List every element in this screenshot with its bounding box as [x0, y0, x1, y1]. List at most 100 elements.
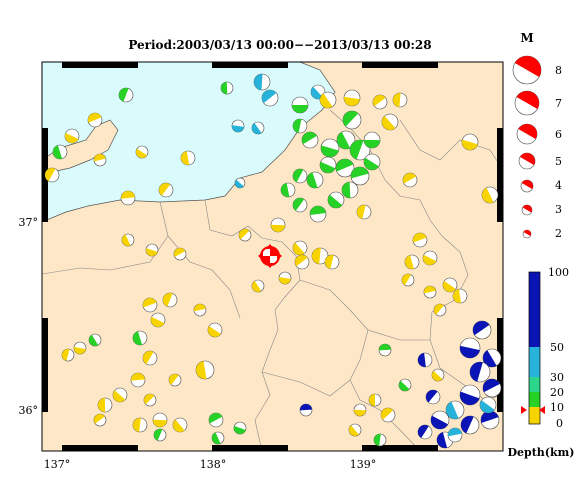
- event-beachball: [93, 153, 107, 167]
- event-beachball: [233, 421, 247, 435]
- event-beachball: [180, 150, 196, 166]
- event-beachball: [417, 352, 433, 368]
- lat-label-37: 37°: [19, 216, 39, 229]
- depth-bar-frame: [528, 271, 541, 425]
- event-beachball: [459, 384, 481, 406]
- event-beachball: [73, 341, 87, 355]
- event-beachball: [301, 131, 319, 149]
- event-beachball: [469, 361, 491, 383]
- event-beachball: [93, 413, 107, 427]
- event-beachball: [270, 217, 286, 233]
- mag-label-6: 6: [555, 128, 562, 141]
- mag-label-2: 2: [555, 227, 562, 240]
- event-beachball: [152, 412, 168, 428]
- event-beachball: [280, 182, 296, 198]
- event-beachball: [479, 396, 497, 414]
- event-beachball: [327, 191, 345, 209]
- event-beachball: [320, 138, 340, 158]
- magnitude-legend-header: M: [520, 31, 533, 45]
- event-beachball: [343, 89, 361, 107]
- event-beachball: [150, 312, 166, 328]
- depth-legend-title: Depth(km): [508, 446, 575, 459]
- event-beachball: [142, 350, 158, 366]
- event-beachball: [310, 84, 326, 100]
- event-beachball: [353, 403, 367, 417]
- magnitude-legend-beachball: [522, 229, 532, 239]
- event-beachball: [442, 277, 458, 293]
- magnitude-legend-beachball: [521, 204, 533, 216]
- event-beachball: [392, 92, 408, 108]
- event-beachball: [168, 373, 182, 387]
- event-beachball: [292, 240, 308, 256]
- event-beachball: [306, 171, 324, 189]
- event-beachball: [481, 186, 499, 204]
- event-beachball: [460, 415, 480, 435]
- event-beachball: [195, 360, 215, 380]
- magnitude-beachballs: [512, 55, 542, 239]
- depth-tick-10: 10: [550, 401, 564, 414]
- magnitude-legend-beachball: [512, 55, 542, 85]
- event-beachball: [356, 204, 372, 220]
- event-beachball: [311, 247, 329, 265]
- event-beachball: [162, 292, 178, 308]
- event-beachball: [368, 393, 382, 407]
- lon-label-137: 137°: [44, 458, 71, 471]
- event-beachball: [373, 433, 387, 447]
- event-beachball: [143, 393, 157, 407]
- event-beachball: [145, 243, 159, 257]
- event-beachball: [336, 130, 356, 150]
- depth-tick-20: 20: [550, 386, 564, 399]
- event-beachball: [132, 417, 148, 433]
- event-beachball: [309, 205, 327, 223]
- event-beachball: [193, 303, 207, 317]
- depth-bar-30-50: [529, 347, 540, 377]
- event-beachball: [251, 121, 265, 135]
- depth-bar-10-20: [529, 392, 540, 407]
- depth-pointer-left: [521, 406, 527, 414]
- magnitude-legend: M 8 7 6 5 4 3 2: [512, 31, 562, 240]
- event-beachball: [423, 285, 437, 299]
- event-beachball: [447, 427, 463, 443]
- event-beachball: [172, 417, 188, 433]
- event-beachball: [130, 372, 146, 388]
- event-beachball: [294, 254, 310, 270]
- event-beachball: [472, 320, 492, 340]
- event-beachball: [238, 228, 252, 242]
- event-beachball: [278, 271, 292, 285]
- event-beachball: [349, 139, 371, 161]
- map-title: Period:2003/03/13 00:00−−2013/03/13 00:2…: [128, 38, 432, 52]
- event-beachball: [401, 273, 415, 287]
- event-beachball: [88, 333, 102, 347]
- event-beachball: [231, 119, 245, 133]
- event-beachball: [335, 158, 355, 178]
- earthquake-events: [44, 73, 502, 449]
- depth-tick-50: 50: [550, 341, 564, 354]
- mag-label-5: 5: [555, 155, 562, 168]
- event-beachball: [319, 156, 337, 174]
- event-beachball: [153, 428, 167, 442]
- depth-pointer-right: [539, 406, 545, 414]
- event-beachball: [402, 172, 418, 188]
- mag-label-3: 3: [555, 203, 562, 216]
- event-beachball: [234, 177, 246, 189]
- event-beachball: [251, 279, 265, 293]
- event-beachball: [417, 424, 433, 440]
- event-beachball: [211, 431, 225, 445]
- event-beachball: [261, 89, 279, 107]
- event-beachball: [299, 403, 313, 417]
- mag-label-4: 4: [555, 179, 562, 192]
- event-beachball: [380, 407, 396, 423]
- event-beachball: [64, 128, 80, 144]
- event-beachball: [87, 112, 103, 128]
- event-beachball: [341, 181, 359, 199]
- event-beachball: [459, 337, 481, 359]
- event-beachball: [292, 168, 308, 184]
- event-beachball: [348, 423, 362, 437]
- event-beachball: [44, 167, 60, 183]
- mag-label-8: 8: [555, 64, 562, 77]
- event-beachball: [208, 412, 224, 428]
- magnitude-legend-beachball: [514, 90, 540, 116]
- depth-legend: 100 50 30 20 10 0 Depth(km): [508, 266, 575, 459]
- event-beachball: [292, 197, 308, 213]
